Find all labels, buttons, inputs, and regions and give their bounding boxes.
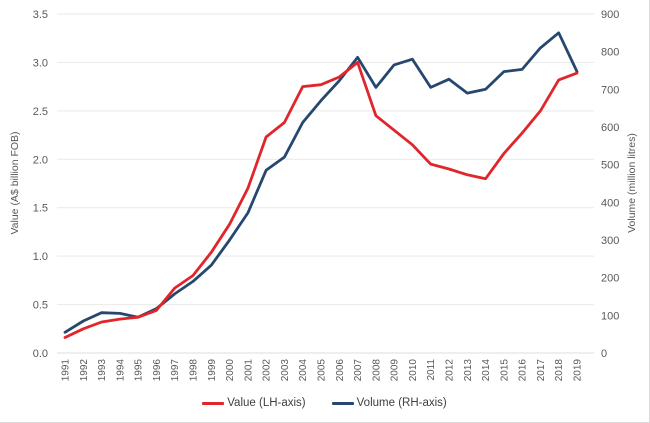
x-axis-year-label: 1998 xyxy=(189,359,200,382)
x-axis-year-label: 1999 xyxy=(207,359,218,382)
x-axis-year-label: 2003 xyxy=(280,359,291,382)
x-axis-year-label: 2005 xyxy=(317,359,328,382)
left-axis-title: Value (A$ billion FOB) xyxy=(9,131,21,235)
legend-label-volume: Volume (RH-axis) xyxy=(356,397,447,409)
x-axis-year-label: 2008 xyxy=(371,359,382,382)
x-axis-year-label: 2018 xyxy=(554,359,565,382)
left-axis-tick-label: 3.0 xyxy=(33,57,48,69)
x-axis-year-label: 1995 xyxy=(134,359,145,382)
left-axis-tick-label: 2.5 xyxy=(33,106,48,118)
x-axis-year-label: 2006 xyxy=(335,359,346,382)
legend-label-value: Value (LH-axis) xyxy=(227,397,306,409)
x-axis-year-label: 1996 xyxy=(152,359,163,382)
x-axis-year-label: 2000 xyxy=(225,359,236,382)
x-axis-year-label: 2001 xyxy=(243,359,254,382)
value-series-line xyxy=(63,61,579,339)
left-axis-tick-label: 1.5 xyxy=(33,203,48,215)
x-axis-year-label: 2014 xyxy=(481,359,492,382)
value-line-swatch-icon xyxy=(202,401,225,405)
right-axis-tick-label: 600 xyxy=(601,122,619,134)
right-axis-tick-label: 700 xyxy=(601,84,619,96)
x-axis-year-label: 2013 xyxy=(463,359,474,382)
x-axis-year-label: 1994 xyxy=(115,359,126,382)
x-axis-year-label: 2019 xyxy=(573,359,584,382)
right-axis-tick-label: 200 xyxy=(601,273,619,285)
volume-line-swatch-icon xyxy=(331,401,354,405)
right-axis-tick-label: 300 xyxy=(601,235,619,247)
x-axis-year-label: 2004 xyxy=(298,359,309,382)
x-axis-year-label: 2017 xyxy=(536,359,547,382)
x-axis-year-label: 1997 xyxy=(170,359,181,382)
legend-item-value: Value (LH-axis) xyxy=(202,397,306,409)
x-axis-year-label: 2009 xyxy=(390,359,401,382)
x-axis-year-label: 2015 xyxy=(499,359,510,382)
left-axis-tick-label: 3.5 xyxy=(33,9,48,21)
right-axis-tick-label: 0 xyxy=(601,348,607,360)
x-axis-year-label: 2016 xyxy=(518,359,529,382)
right-axis-tick-label: 100 xyxy=(601,310,619,322)
right-axis-tick-label: 800 xyxy=(601,47,619,59)
volume-series-line xyxy=(63,31,579,334)
right-axis-title: Volume (million litres) xyxy=(626,133,638,233)
x-axis-year-label: 1993 xyxy=(97,359,108,382)
x-axis-year-label: 1991 xyxy=(61,359,72,382)
right-axis-tick-label: 900 xyxy=(601,9,619,21)
x-axis-year-label: 2007 xyxy=(353,359,364,382)
left-axis-tick-label: 0.0 xyxy=(33,348,48,360)
x-axis-year-label: 2011 xyxy=(426,359,437,381)
legend: Value (LH-axis) Volume (RH-axis) xyxy=(0,397,649,409)
x-axis-year-label: 2002 xyxy=(262,359,273,382)
x-axis-year-label: 2012 xyxy=(445,359,456,382)
legend-item-volume: Volume (RH-axis) xyxy=(331,397,447,409)
x-axis-year-label: 1992 xyxy=(79,359,90,382)
left-axis-tick-label: 2.0 xyxy=(33,154,48,166)
right-axis-tick-label: 500 xyxy=(601,160,619,172)
right-axis-tick-label: 400 xyxy=(601,197,619,209)
left-axis-tick-label: 1.0 xyxy=(33,251,48,263)
x-axis-year-label: 2010 xyxy=(408,359,419,382)
left-axis-tick-label: 0.5 xyxy=(33,300,48,312)
